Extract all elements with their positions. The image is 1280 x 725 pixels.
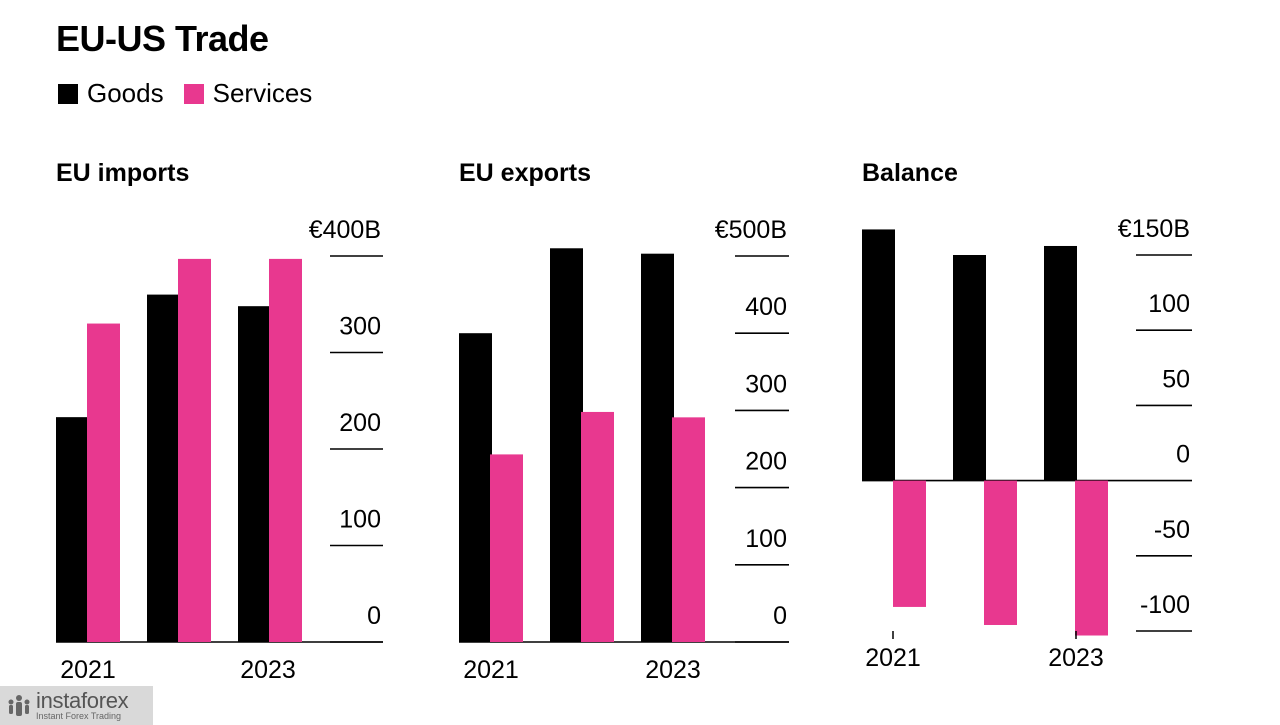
x-tick-label: 2021	[463, 656, 519, 684]
x-tick-label: 2023	[645, 656, 701, 684]
y-tick-label: 100	[1148, 290, 1190, 318]
y-tick-label: 100	[745, 525, 787, 553]
y-tick-label: €150B	[1118, 215, 1190, 243]
instaforex-logo-icon	[8, 694, 30, 716]
bar-services-2022	[178, 258, 211, 642]
legend-item-services: Services	[183, 78, 313, 109]
y-tick-label: 200	[339, 409, 381, 437]
y-tick-label: €400B	[309, 216, 381, 244]
x-tick-label: 2021	[60, 656, 116, 684]
panel-title: Balance	[862, 159, 958, 187]
bar-services-2022	[581, 411, 614, 642]
y-tick-label: 50	[1162, 365, 1190, 393]
chart-title: EU-US Trade	[56, 18, 269, 59]
panel-title: EU exports	[459, 159, 591, 187]
y-tick-label: 400	[745, 293, 787, 321]
legend-label-services: Services	[212, 78, 313, 108]
legend: Goods Services	[58, 78, 332, 109]
legend-swatch-services	[183, 83, 204, 104]
bar-services-2021	[893, 480, 926, 607]
watermark-brand: instaforex	[36, 688, 129, 713]
bar-services-2023	[1075, 480, 1108, 636]
bar-goods-2021	[862, 229, 895, 481]
y-tick-label: 0	[367, 602, 381, 630]
y-tick-label: 0	[773, 602, 787, 630]
bar-services-2023	[672, 417, 705, 642]
bar-services-2022	[984, 480, 1017, 625]
bar-goods-2023	[1044, 245, 1077, 481]
legend-item-goods: Goods	[58, 78, 164, 109]
watermark-tagline: Instant Forex Trading	[36, 711, 122, 721]
y-tick-label: -50	[1154, 516, 1190, 544]
y-tick-label: 100	[339, 506, 381, 534]
y-tick-label: 0	[1176, 441, 1190, 469]
y-tick-label: 300	[339, 313, 381, 341]
bar-goods-2023	[641, 253, 674, 642]
bar-goods-2021	[459, 333, 492, 642]
x-tick-label: 2021	[865, 644, 921, 672]
x-tick-label: 2023	[1048, 644, 1104, 672]
x-tick-label: 2023	[240, 656, 296, 684]
bar-goods-2023	[238, 306, 271, 642]
bar-services-2021	[490, 454, 523, 642]
bar-services-2023	[269, 258, 302, 642]
y-tick-label: 300	[745, 370, 787, 398]
bar-services-2021	[87, 323, 120, 642]
bar-goods-2022	[550, 248, 583, 642]
legend-label-goods: Goods	[87, 78, 164, 108]
y-tick-label: €500B	[715, 216, 787, 244]
y-tick-label: 200	[745, 448, 787, 476]
bar-goods-2022	[147, 294, 180, 642]
bar-goods-2021	[56, 417, 89, 642]
bar-goods-2022	[953, 255, 986, 481]
panel-title: EU imports	[56, 159, 189, 187]
watermark: instaforex Instant Forex Trading	[0, 686, 153, 725]
legend-swatch-goods	[58, 83, 78, 104]
y-tick-label: -100	[1140, 591, 1190, 619]
